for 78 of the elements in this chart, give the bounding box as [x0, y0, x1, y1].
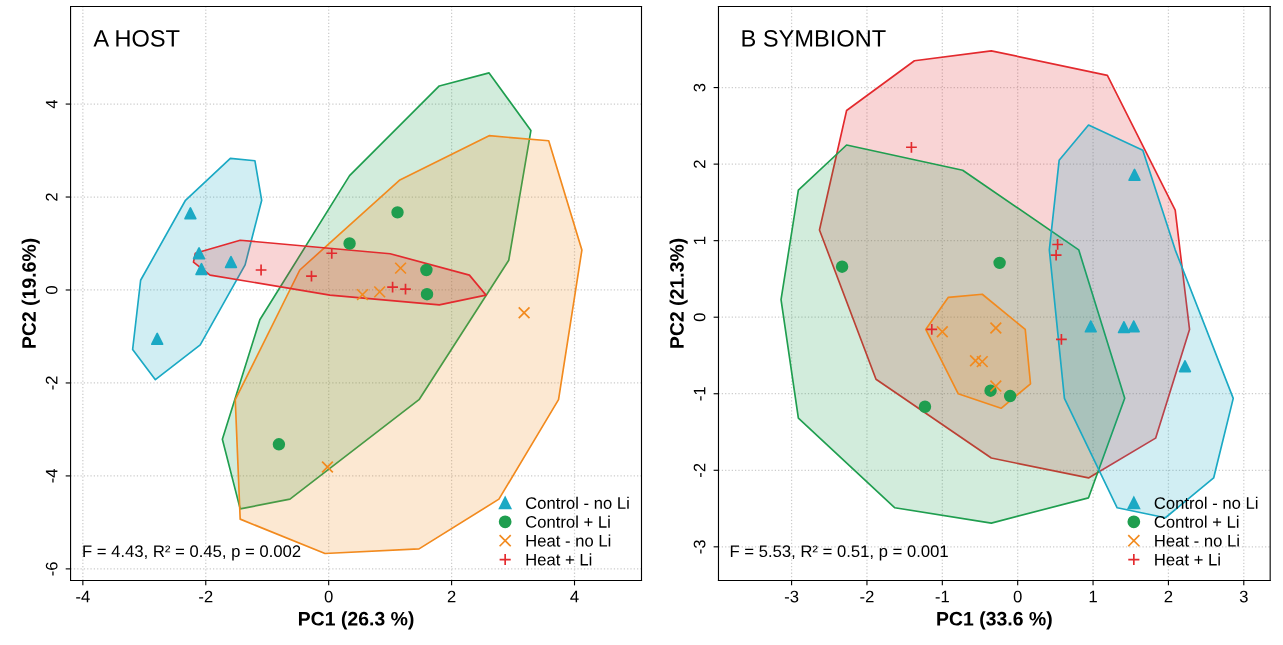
point [399, 282, 412, 296]
legend-label: Heat - no Li [526, 534, 611, 547]
point [391, 206, 404, 219]
legend-label: Control - no Li [526, 496, 629, 509]
point [993, 256, 1006, 270]
point [969, 354, 982, 368]
x-tick-label: 0 [1013, 590, 1022, 603]
point [321, 460, 334, 474]
legend-label: Heat + Li [1155, 553, 1220, 566]
x-tick-label: -2 [199, 590, 213, 603]
point [1049, 248, 1063, 262]
point [925, 323, 938, 336]
x-tick-label: 0 [324, 590, 333, 603]
point [386, 280, 399, 294]
y-tick-label: -6 [45, 562, 58, 576]
point [394, 261, 407, 275]
y-tick-label: 3 [693, 83, 706, 92]
point [989, 321, 1003, 335]
legend-label: Heat + Li [526, 553, 592, 566]
text: B SYMBIONT [742, 30, 886, 47]
legend-label: Heat - no Li [1155, 534, 1239, 547]
y-tick-label: 1 [693, 236, 706, 245]
point [373, 285, 386, 299]
point [835, 260, 849, 273]
point [1055, 333, 1068, 346]
point [1051, 238, 1064, 251]
x-tick-label: 1 [1089, 590, 1097, 603]
x-tick-label: -3 [784, 590, 799, 603]
y-tick-label: -4 [45, 468, 58, 483]
point [356, 288, 369, 301]
y-tick-label: -2 [693, 463, 706, 477]
x-tick-label: -1 [935, 590, 949, 603]
y-axis-title: PC2 (21.3%) [669, 238, 688, 348]
y-axis-title: PC2 (19.6%) [21, 238, 40, 348]
y-tick-label: -2 [45, 376, 58, 390]
point [1117, 320, 1131, 334]
point [272, 438, 286, 451]
point [918, 400, 932, 413]
point [254, 263, 268, 277]
x-tick-label: -2 [860, 590, 874, 603]
legend-label: Control + Li [526, 515, 610, 528]
point [1128, 168, 1141, 182]
point [305, 269, 318, 283]
legend-label: Control + Li [1154, 515, 1239, 528]
point [1178, 359, 1192, 373]
point [517, 306, 531, 319]
y-tick-label: 2 [693, 160, 706, 168]
y-tick-label: 0 [693, 313, 706, 322]
y-tick-label: 4 [45, 99, 58, 109]
point [184, 207, 197, 220]
point [192, 247, 206, 260]
x-axis-title: PC1 (26.3 %) [298, 611, 414, 630]
point [343, 237, 356, 250]
point [1003, 389, 1017, 403]
point [224, 255, 238, 269]
y-tick-label: 2 [45, 193, 58, 201]
point [420, 287, 434, 301]
annotation: F = 4.43, R² = 0.45, p = 0.002 [83, 545, 301, 561]
point [976, 355, 989, 368]
x-tick-label: -4 [76, 590, 90, 603]
point [1127, 320, 1140, 333]
text: A HOST [93, 30, 180, 47]
x-axis-title: PC1 (33.6 %) [937, 611, 1052, 630]
point [989, 379, 1003, 393]
point [1084, 320, 1098, 333]
point [936, 325, 949, 338]
y-tick-label: 0 [45, 286, 58, 294]
point [195, 262, 208, 276]
point [905, 141, 918, 154]
y-tick-label: -3 [693, 540, 706, 554]
x-tick-label: 2 [447, 590, 456, 603]
annotation: F = 5.53, R² = 0.51, p = 0.001 [730, 545, 948, 561]
point [151, 332, 164, 346]
x-tick-label: 4 [570, 590, 579, 603]
x-tick-label: 3 [1239, 590, 1248, 603]
x-tick-label: 2 [1164, 590, 1173, 603]
point [420, 263, 433, 277]
y-tick-label: -1 [693, 387, 706, 401]
